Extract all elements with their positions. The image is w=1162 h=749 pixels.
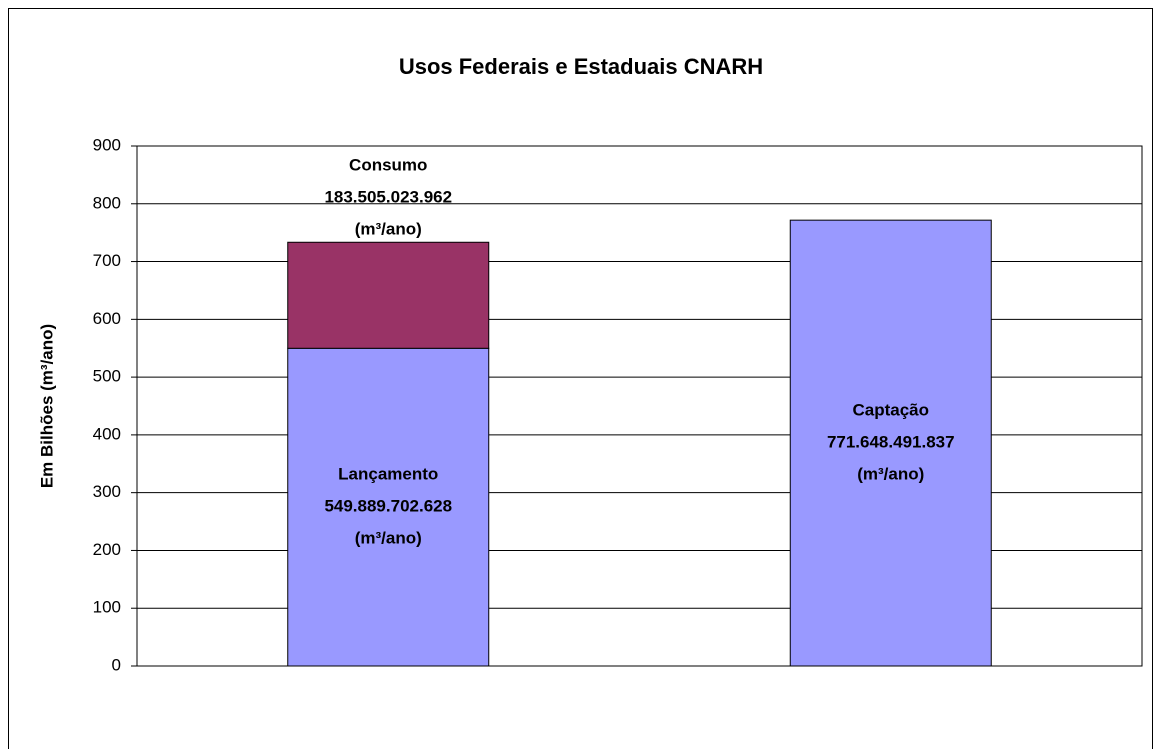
data-label-unit: (m³/ano) xyxy=(355,220,422,239)
y-tick-label: 700 xyxy=(93,251,121,270)
data-label-unit: (m³/ano) xyxy=(857,465,924,484)
y-tick-label: 300 xyxy=(93,482,121,501)
data-label: 183.505.023.962 xyxy=(324,188,452,207)
y-tick-label: 200 xyxy=(93,540,121,559)
y-tick-label: 600 xyxy=(93,309,121,328)
bar-segment xyxy=(789,219,992,667)
data-label-name: Consumo xyxy=(349,156,427,175)
data-label: 771.648.491.837 xyxy=(827,433,955,452)
plot-border xyxy=(136,145,1143,667)
chart-title: Usos Federais e Estaduais CNARH xyxy=(399,54,763,79)
bar-segment xyxy=(287,347,490,667)
data-label-name: Captação xyxy=(852,401,929,420)
bar-segment xyxy=(287,241,490,349)
data-label: 549.889.702.628 xyxy=(324,497,452,516)
y-tick-label: 800 xyxy=(93,193,121,212)
data-label-unit: (m³/ano) xyxy=(355,529,422,548)
y-tick-label: 400 xyxy=(93,424,121,443)
y-tick-label: 900 xyxy=(93,135,121,154)
data-label-name: Lançamento xyxy=(338,465,438,484)
y-tick-label: 500 xyxy=(93,367,121,386)
y-axis-label: Em Bilhões (m³/ano) xyxy=(37,324,56,488)
y-tick-label: 100 xyxy=(93,598,121,617)
y-tick-label: 0 xyxy=(112,655,121,674)
